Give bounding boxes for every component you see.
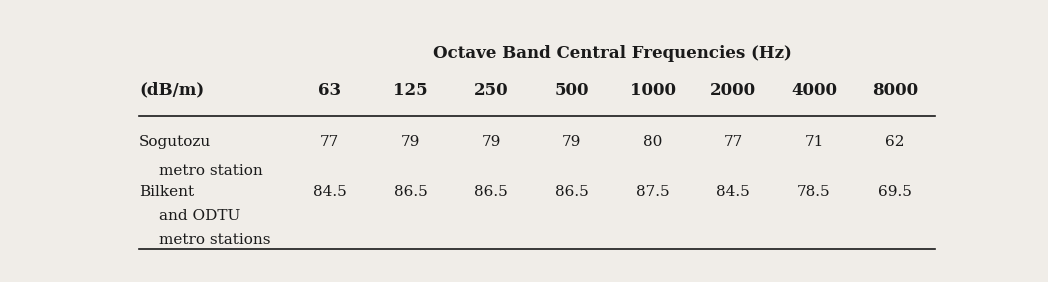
Text: Sogutozu: Sogutozu <box>139 135 212 149</box>
Text: 2000: 2000 <box>711 82 757 99</box>
Text: 86.5: 86.5 <box>394 185 428 199</box>
Text: 63: 63 <box>319 82 342 99</box>
Text: Octave Band Central Frequencies (Hz): Octave Band Central Frequencies (Hz) <box>433 45 791 62</box>
Text: 77: 77 <box>724 135 743 149</box>
Text: 87.5: 87.5 <box>636 185 670 199</box>
Text: metro stations: metro stations <box>159 233 271 247</box>
Text: 79: 79 <box>400 135 420 149</box>
Text: 250: 250 <box>474 82 508 99</box>
Text: and ODTU: and ODTU <box>159 209 241 223</box>
Text: Bilkent: Bilkent <box>139 185 194 199</box>
Text: (dB/m): (dB/m) <box>139 82 204 99</box>
Text: 84.5: 84.5 <box>717 185 750 199</box>
Text: 86.5: 86.5 <box>475 185 508 199</box>
Text: 71: 71 <box>804 135 824 149</box>
Text: 86.5: 86.5 <box>555 185 589 199</box>
Text: 125: 125 <box>393 82 428 99</box>
Text: 4000: 4000 <box>791 82 837 99</box>
Text: 79: 79 <box>562 135 582 149</box>
Text: 69.5: 69.5 <box>878 185 912 199</box>
Text: metro station: metro station <box>159 164 263 178</box>
Text: 8000: 8000 <box>872 82 918 99</box>
Text: 500: 500 <box>554 82 589 99</box>
Text: 80: 80 <box>642 135 662 149</box>
Text: 1000: 1000 <box>630 82 676 99</box>
Text: 79: 79 <box>481 135 501 149</box>
Text: 78.5: 78.5 <box>798 185 831 199</box>
Text: 62: 62 <box>885 135 904 149</box>
Text: 77: 77 <box>320 135 340 149</box>
Text: 84.5: 84.5 <box>313 185 347 199</box>
